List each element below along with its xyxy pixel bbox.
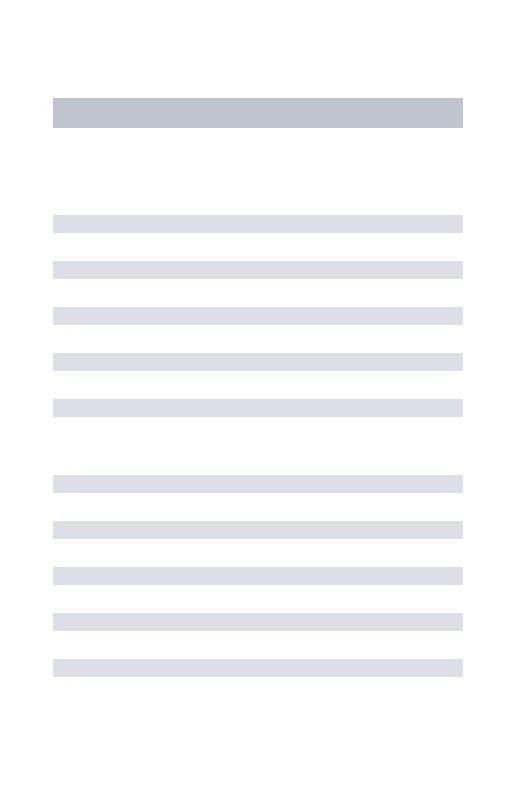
content-group-1 <box>53 215 463 417</box>
header-placeholder <box>53 98 463 128</box>
spacer <box>53 585 463 613</box>
content-placeholder <box>53 567 463 585</box>
content-placeholder <box>53 215 463 233</box>
group-spacer <box>53 417 463 475</box>
spacer <box>53 279 463 307</box>
spacer <box>53 325 463 353</box>
content-placeholder <box>53 659 463 677</box>
skeleton-container <box>0 98 516 677</box>
content-placeholder <box>53 613 463 631</box>
spacer <box>53 493 463 521</box>
content-placeholder <box>53 399 463 417</box>
content-placeholder <box>53 353 463 371</box>
spacer <box>53 539 463 567</box>
content-placeholder <box>53 307 463 325</box>
spacer <box>53 233 463 261</box>
content-placeholder <box>53 261 463 279</box>
spacer <box>53 128 463 215</box>
spacer <box>53 371 463 399</box>
content-placeholder <box>53 475 463 493</box>
content-placeholder <box>53 521 463 539</box>
content-group-2 <box>53 475 463 677</box>
spacer <box>53 631 463 659</box>
